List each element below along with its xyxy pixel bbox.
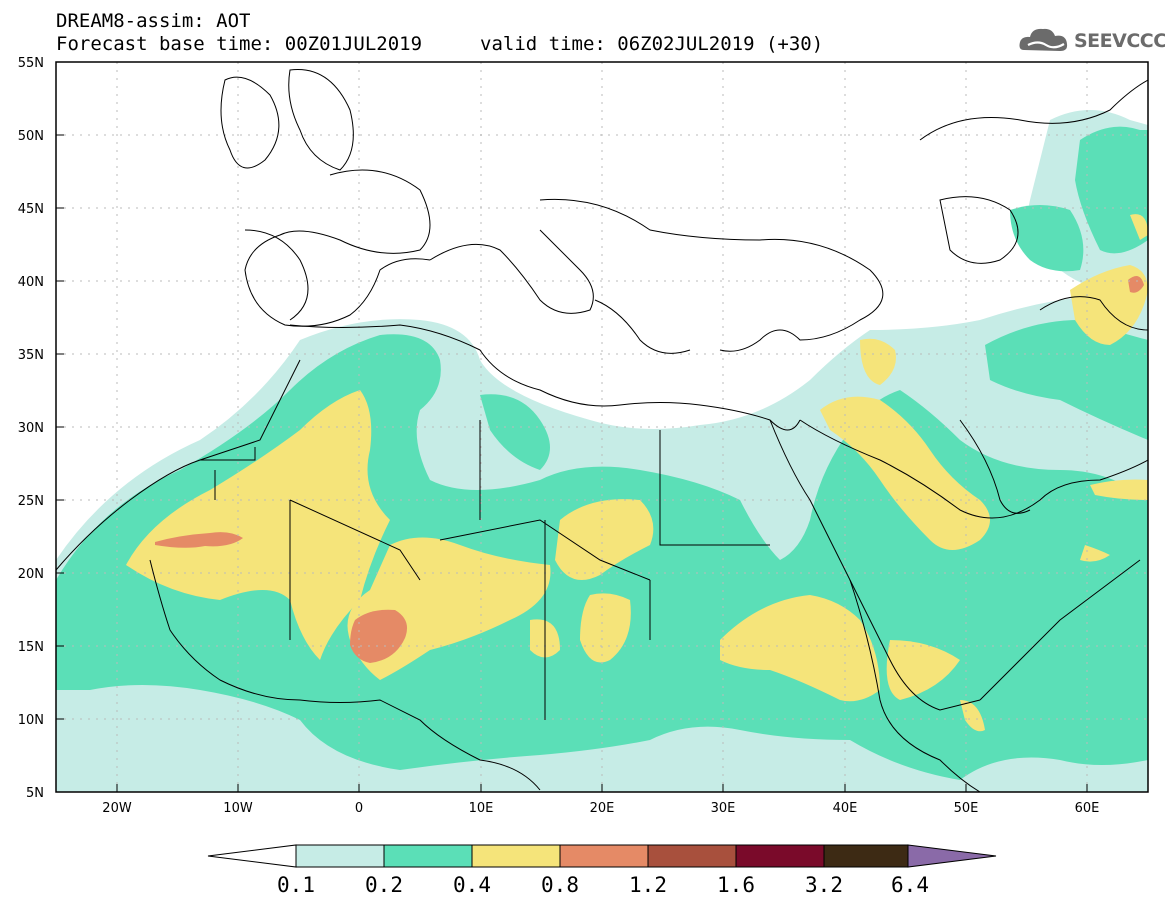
colorbar-bin [823,844,909,868]
colorbar-label: 0.8 [541,873,579,897]
y-tick-label: 15N [18,640,44,655]
y-tick-label: 50N [18,129,44,144]
y-tick-label: 55N [18,56,44,71]
map-title: DREAM8-assim: AOT [56,10,251,32]
colorbar-label: 6.4 [891,873,929,897]
x-tick-label: 50E [954,801,979,816]
colorbar-label: 0.2 [365,873,403,897]
colorbar-bin [647,844,737,868]
x-tick-label: 20E [590,801,615,816]
aot-band-0.4 [126,214,1148,732]
x-tick-label: 10W [223,801,253,816]
colorbar-label: 3.2 [805,873,843,897]
x-tick-labels: 20W 10W 0 10E 20E 30E 40E 50E 60E [102,801,1099,816]
x-tick-label: 20W [102,801,132,816]
cloud-icon [1019,28,1068,51]
y-tick-label: 25N [18,494,44,509]
logo-text: SEEVCCC [1074,30,1165,52]
colorbar-label: 0.4 [453,873,491,897]
colorbar-label: 0.1 [277,873,315,897]
y-tick-labels: 55N 50N 45N 40N 35N 30N 25N 20N 15N 10N … [18,56,44,801]
x-tick-label: 0 [355,801,363,816]
y-tick-label: 10N [18,713,44,728]
colorbar-bin [735,844,825,868]
colorbar-bin [471,844,561,868]
colorbar-bin [295,844,385,868]
y-tick-label: 30N [18,421,44,436]
aot-band-0.8 [155,276,1144,663]
colorbar-bin [907,844,997,868]
colorbar-bin [559,844,649,868]
seevccc-logo: SEEVCCC [1018,22,1165,58]
y-tick-label: 5N [26,786,44,801]
y-tick-label: 20N [18,567,44,582]
forecast-base-time: Forecast base time: 00Z01JUL2019 [56,33,423,55]
y-tick-label: 45N [18,202,44,217]
colorbar-labels: 0.1 0.2 0.4 0.8 1.2 1.6 3.2 6.4 [277,873,929,897]
colorbar-bin [383,844,473,868]
graticule [56,62,1148,792]
valid-time: valid time: 06Z02JUL2019 (+30) [480,33,824,55]
y-tick-label: 40N [18,275,44,290]
colorbar-label: 1.2 [629,873,667,897]
coastlines [56,69,1148,792]
colorbar-bin [207,844,297,868]
x-tick-label: 60E [1075,801,1100,816]
aot-field [56,110,1148,792]
x-tick-label: 40E [833,801,858,816]
tick-marks [56,134,1088,792]
y-tick-label: 35N [18,348,44,363]
x-tick-label: 30E [711,801,736,816]
colorbar-label: 1.6 [717,873,755,897]
x-tick-label: 10E [469,801,494,816]
colorbar [207,844,997,868]
